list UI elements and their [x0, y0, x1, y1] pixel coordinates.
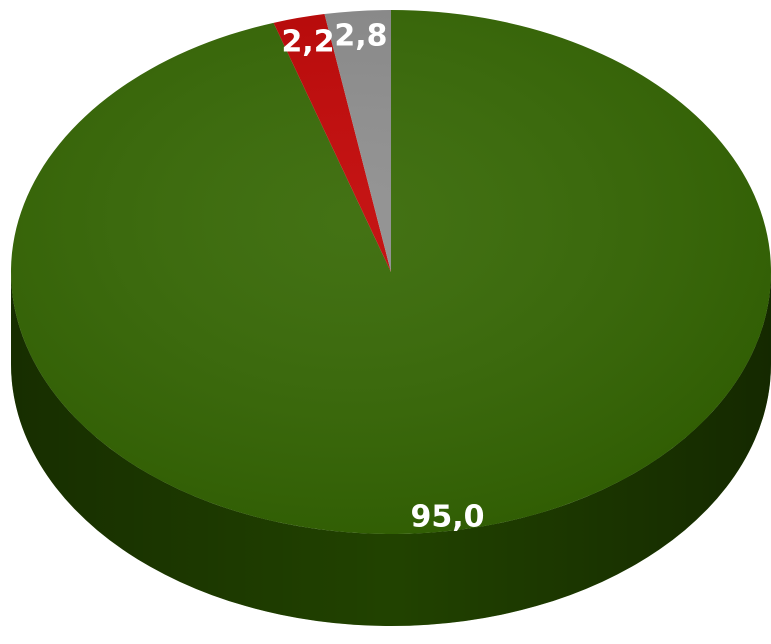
pie-side-shade	[11, 272, 771, 626]
data-label: 95,0	[410, 499, 484, 534]
pie-shade	[11, 10, 771, 534]
data-label: 2,2	[281, 25, 334, 60]
data-label: 2,8	[334, 19, 387, 54]
